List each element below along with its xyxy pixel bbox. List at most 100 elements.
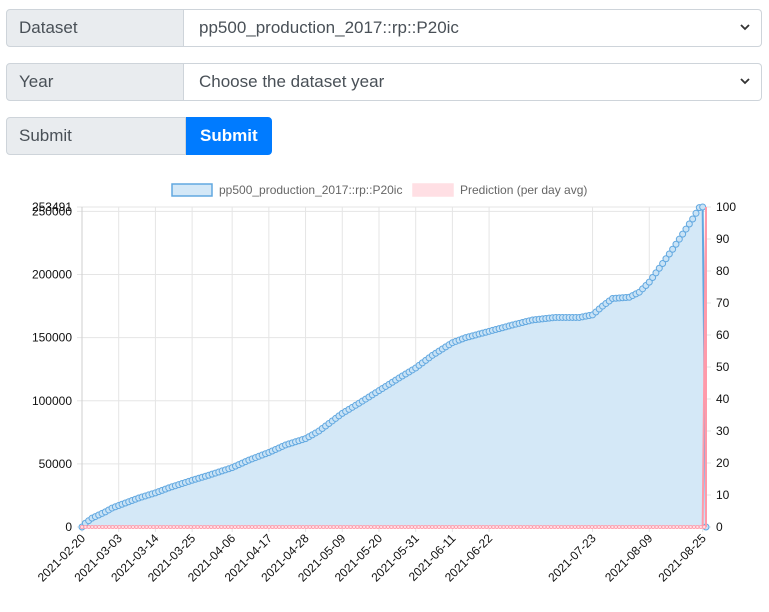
data-point	[665, 250, 673, 258]
dataset-select-value: pp500_production_2017::rp::P20ic	[199, 18, 459, 37]
prediction-point	[644, 524, 649, 529]
data-point	[685, 220, 693, 228]
prediction-point	[460, 524, 465, 529]
prediction-point	[532, 524, 537, 529]
x-tick-label: 2021-08-09	[602, 531, 656, 585]
chevron-down-icon	[740, 24, 750, 31]
prediction-point	[256, 524, 261, 529]
prediction-point	[396, 524, 401, 529]
prediction-point	[487, 524, 492, 529]
prediction-point	[385, 524, 390, 529]
prediction-point	[535, 524, 540, 529]
data-point	[645, 278, 653, 286]
series-area	[82, 207, 706, 527]
prediction-point	[508, 524, 513, 529]
prediction-point	[654, 524, 659, 529]
prediction-point	[406, 524, 411, 529]
prediction-point	[365, 524, 370, 529]
prediction-point	[562, 524, 567, 529]
prediction-point	[579, 524, 584, 529]
prediction-point	[311, 524, 316, 529]
prediction-point	[175, 524, 180, 529]
y-tick-label: 50000	[39, 457, 73, 471]
prediction-point	[467, 524, 472, 529]
submit-button[interactable]: Submit	[186, 117, 272, 155]
prediction-point	[168, 524, 173, 529]
prediction-point	[681, 524, 686, 529]
prediction-point	[695, 524, 700, 529]
prediction-point	[358, 524, 363, 529]
prediction-point	[260, 524, 265, 529]
prediction-point	[426, 524, 431, 529]
prediction-point	[368, 524, 373, 529]
prediction-point	[685, 524, 690, 529]
prediction-point	[399, 524, 404, 529]
prediction-point	[450, 524, 455, 529]
prediction-point	[402, 524, 407, 529]
prediction-point	[294, 524, 299, 529]
legend: pp500_production_2017::rp::P20ic Predicti…	[171, 183, 587, 197]
y-tick-label: 253491	[32, 200, 72, 214]
prediction-point	[542, 524, 547, 529]
dataset-select[interactable]: pp500_production_2017::rp::P20ic	[184, 9, 762, 47]
prediction-point	[573, 524, 578, 529]
prediction-point	[504, 524, 509, 529]
prediction-point	[355, 524, 360, 529]
prediction-point	[389, 524, 394, 529]
prediction-point	[474, 524, 479, 529]
prediction-point	[178, 524, 183, 529]
prediction-point	[188, 524, 193, 529]
prediction-point	[263, 524, 268, 529]
prediction-point	[307, 524, 312, 529]
prediction-point	[181, 524, 186, 529]
prediction-point	[409, 524, 414, 529]
prediction-point	[433, 524, 438, 529]
prediction-point	[658, 524, 663, 529]
y-right-tick-label: 100	[716, 200, 736, 214]
prediction-point	[270, 524, 275, 529]
prediction-point	[470, 524, 475, 529]
prediction-point	[593, 524, 598, 529]
prediction-point	[443, 524, 448, 529]
y-right-tick-label: 60	[716, 328, 730, 342]
y-right-tick-label: 50	[716, 360, 730, 374]
year-select[interactable]: Choose the dataset year	[184, 63, 762, 101]
prediction-point	[236, 524, 241, 529]
prediction-point	[253, 524, 258, 529]
data-point	[649, 273, 657, 281]
prediction-point	[494, 524, 499, 529]
prediction-point	[379, 524, 384, 529]
data-point	[682, 225, 690, 233]
prediction-point	[202, 524, 207, 529]
prediction-point	[491, 524, 496, 529]
prediction-point	[498, 524, 503, 529]
y-right-tick-label: 80	[716, 264, 730, 278]
prediction-point	[127, 524, 132, 529]
series-points	[78, 203, 710, 531]
y-tick-label: 200000	[32, 268, 72, 282]
prediction-point	[423, 524, 428, 529]
prediction-point	[668, 524, 673, 529]
prediction-point	[83, 524, 88, 529]
prediction-point	[528, 524, 533, 529]
prediction-point	[154, 524, 159, 529]
prediction-point	[114, 524, 119, 529]
prediction-point	[382, 524, 387, 529]
prediction-point	[419, 524, 424, 529]
prediction-point	[134, 524, 139, 529]
data-point	[699, 203, 707, 211]
prediction-point	[290, 524, 295, 529]
data-point	[652, 269, 660, 277]
prediction-point	[613, 524, 618, 529]
legend-label-series: pp500_production_2017::rp::P20ic	[219, 183, 402, 197]
prediction-point	[600, 524, 605, 529]
prediction-point	[287, 524, 292, 529]
data-point	[662, 255, 670, 263]
prediction-point	[637, 524, 642, 529]
prediction-point	[351, 524, 356, 529]
legend-label-prediction: Prediction (per day avg)	[460, 183, 587, 197]
prediction-point	[627, 524, 632, 529]
x-tick-label: 2021-07-23	[545, 531, 599, 585]
prediction-point	[416, 524, 421, 529]
prediction-point	[556, 524, 561, 529]
